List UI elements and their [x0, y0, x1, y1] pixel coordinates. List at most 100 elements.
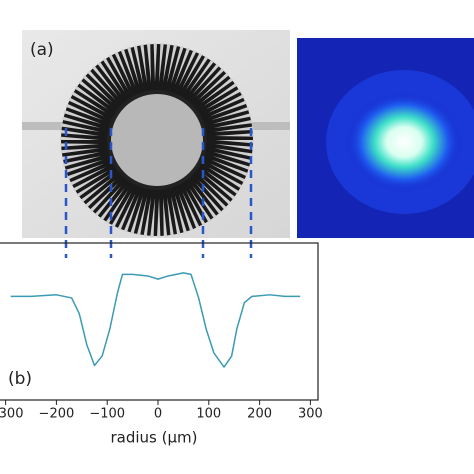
x-tick-label: 0	[154, 407, 162, 422]
grating-gap	[117, 193, 136, 230]
grating-gap	[174, 47, 191, 85]
grating-gap	[150, 197, 155, 237]
guide-lines	[64, 128, 253, 258]
grating-gap	[167, 44, 178, 83]
plot-frame	[0, 242, 319, 401]
grating-gap	[198, 180, 227, 210]
grating-gap	[212, 113, 252, 125]
grating-gap	[189, 188, 212, 223]
grating-gap	[133, 45, 143, 84]
grating-gap	[63, 110, 102, 125]
grating-gap	[208, 167, 243, 189]
grating-gap	[62, 155, 102, 167]
grating-gap	[214, 148, 254, 157]
center-disc	[111, 94, 203, 186]
grating-gap	[60, 129, 100, 136]
grating-gap	[192, 63, 220, 95]
grating-gap	[123, 195, 140, 233]
grating-gap	[68, 97, 105, 117]
grating-gap	[102, 57, 125, 92]
grating-gap	[213, 119, 253, 128]
grating-gap	[171, 45, 184, 84]
grating-gap	[201, 77, 234, 103]
grating-gap	[163, 197, 168, 237]
grating-gap	[67, 163, 105, 180]
grating-gap	[87, 70, 116, 100]
grating-gap	[208, 94, 245, 113]
grating-gap	[92, 65, 119, 97]
grating-gap	[171, 196, 181, 235]
grating-gap	[159, 43, 164, 83]
grating-gap	[74, 85, 108, 110]
grating-gap	[201, 177, 232, 205]
grating-gap	[186, 190, 206, 226]
panel-label: (b)	[8, 369, 32, 389]
grating-gap	[64, 159, 103, 174]
grating-gap	[84, 180, 116, 208]
grating-gap	[120, 48, 136, 87]
grating-gap	[80, 177, 113, 203]
grating-gap	[76, 174, 111, 198]
grating-gap	[192, 185, 217, 219]
grating-gap	[182, 52, 203, 88]
grating-gap	[178, 193, 194, 232]
grating-gap	[111, 192, 132, 228]
grating-gap	[214, 126, 254, 132]
x-tick-label: 300	[298, 407, 323, 422]
grating-gap	[61, 152, 101, 161]
grating-gap	[62, 116, 101, 128]
profile-line	[10, 272, 301, 368]
grating-gap	[143, 197, 151, 237]
beam-spot	[346, 92, 462, 192]
grating-gap	[195, 67, 225, 97]
grating-gap	[127, 46, 140, 85]
x-tick-label: −300	[0, 407, 23, 422]
grating-gap	[214, 144, 254, 151]
grating-gap	[206, 88, 242, 110]
grating-gap	[136, 197, 147, 236]
grating-gap	[211, 159, 249, 177]
grating-gap	[71, 91, 106, 113]
grating-gap	[94, 185, 122, 217]
grating-gap	[209, 100, 247, 117]
grating-gap	[167, 197, 174, 237]
grating-gap	[82, 75, 113, 103]
grating-gap	[140, 43, 147, 83]
grating-gap	[212, 155, 251, 170]
grating-gap	[186, 55, 209, 90]
grating-gap	[209, 163, 246, 183]
grating-gap	[189, 59, 215, 92]
grating-gap	[65, 103, 103, 121]
grating-gap	[214, 133, 254, 137]
x-tick-label: 200	[247, 407, 272, 422]
grating-gap	[203, 174, 236, 200]
x-tick-label: −200	[39, 407, 75, 422]
grating-gap	[174, 195, 187, 234]
x-axis-label: radius (µm)	[111, 429, 198, 447]
x-tick-label: 100	[196, 407, 221, 422]
grating-gap	[146, 43, 151, 83]
grating-gap	[114, 51, 132, 88]
grating-gap	[60, 148, 100, 154]
grating-gap	[203, 82, 238, 106]
grating-gap	[213, 152, 252, 164]
grating-gap	[72, 170, 108, 192]
grating-gap	[60, 136, 99, 140]
grating-gap	[97, 61, 122, 95]
grating-gap	[60, 123, 100, 132]
x-tick-label: −100	[89, 407, 125, 422]
grating-gap	[215, 140, 254, 144]
grating-gap	[182, 192, 200, 229]
grating-gap	[157, 197, 161, 237]
grating-gap	[99, 188, 125, 221]
grating-gap	[198, 72, 230, 100]
grating-gap	[163, 43, 171, 83]
grating-gap	[130, 196, 143, 235]
grating-gap	[78, 80, 111, 106]
microscope-image	[22, 30, 290, 238]
grating-gap	[206, 170, 240, 195]
grating-gap	[60, 143, 100, 147]
grating-gap	[178, 50, 197, 87]
grating-gap	[211, 106, 250, 121]
